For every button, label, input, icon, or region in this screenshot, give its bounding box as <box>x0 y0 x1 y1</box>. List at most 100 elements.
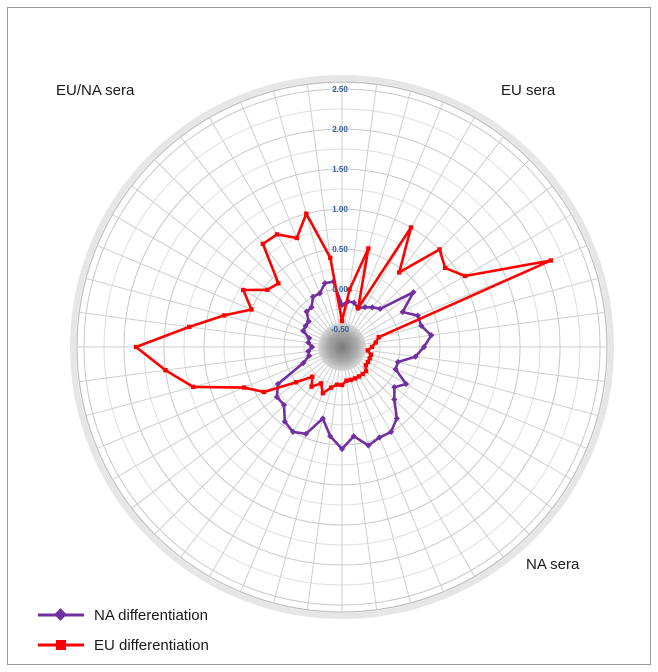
data-point-na <box>365 442 372 449</box>
radar-grid <box>70 75 614 619</box>
radar-center <box>318 323 366 371</box>
data-point-na <box>412 353 419 360</box>
data-point-eu <box>352 376 358 381</box>
data-point-eu <box>163 368 168 373</box>
data-point-na <box>376 434 383 441</box>
legend-swatch-na <box>38 608 84 621</box>
radar-spoke <box>352 360 504 558</box>
radar-spoke <box>85 277 325 343</box>
eu-sera-label: EU sera <box>501 82 556 99</box>
radar-spoke <box>112 214 327 339</box>
data-point-eu <box>376 334 381 340</box>
tick-label: 2.00 <box>332 125 348 134</box>
data-point-eu <box>344 378 349 383</box>
na-sera-label: NA sera <box>526 556 580 573</box>
data-point-na <box>361 304 369 311</box>
data-point-na <box>394 358 402 366</box>
data-point-eu <box>241 287 246 293</box>
data-point-na <box>280 401 288 409</box>
radar-spoke <box>354 159 530 335</box>
data-point-eu <box>221 313 227 318</box>
data-point-eu <box>365 359 371 365</box>
legend-label-eu: EU differentiation <box>94 636 209 654</box>
data-point-eu <box>367 356 372 361</box>
tick-label: -0.50 <box>331 325 350 334</box>
data-point-eu <box>365 348 370 353</box>
data-point-eu <box>328 385 334 390</box>
data-point-eu <box>356 374 362 379</box>
data-point-na <box>369 304 376 311</box>
radar-spoke <box>352 136 504 334</box>
data-point-eu <box>309 384 314 389</box>
data-point-na <box>305 339 312 346</box>
data-point-eu <box>334 382 340 387</box>
radar-spoke <box>359 311 605 346</box>
radar-spoke <box>240 363 336 593</box>
data-point-eu <box>363 363 369 368</box>
tick-label: 0.00 <box>332 285 348 294</box>
eu-na-sera-label: EU/NA sera <box>56 82 135 99</box>
radar-spoke <box>79 348 325 383</box>
data-point-na <box>391 384 398 391</box>
radar-spoke <box>180 136 332 334</box>
radar-spoke <box>180 360 332 558</box>
radar-spoke <box>350 117 475 332</box>
data-point-eu <box>355 305 361 311</box>
data-point-eu <box>304 211 309 216</box>
data-point-na <box>303 308 310 315</box>
data-point-na <box>338 445 346 453</box>
radar-spoke <box>354 359 530 535</box>
data-point-na <box>377 305 384 312</box>
radar-outer-ring <box>70 75 614 619</box>
data-point-eu <box>294 235 300 241</box>
data-point-eu <box>328 255 333 260</box>
radar-spoke <box>348 363 444 593</box>
radar-spoke <box>306 364 341 610</box>
data-point-na <box>273 393 281 401</box>
radar-series <box>133 211 553 453</box>
tick-label: 1.00 <box>332 205 348 214</box>
radar-spoke <box>96 353 326 449</box>
data-point-eu <box>261 389 267 395</box>
data-point-eu <box>442 265 448 271</box>
data-point-eu <box>241 385 247 390</box>
data-point-eu <box>408 225 414 230</box>
data-point-eu <box>462 273 468 279</box>
tick-label: 2.50 <box>332 85 348 94</box>
data-point-eu <box>187 324 192 330</box>
data-point-eu <box>368 352 374 357</box>
radar-spoke <box>96 245 326 341</box>
data-point-na <box>306 335 313 342</box>
data-point-eu <box>133 344 139 350</box>
data-point-na <box>399 308 406 316</box>
data-point-eu <box>339 318 345 324</box>
data-point-eu <box>310 374 315 379</box>
data-point-na <box>300 359 307 367</box>
data-point-eu <box>276 281 281 286</box>
data-point-na <box>305 318 312 325</box>
data-point-na <box>391 396 398 403</box>
radar-spoke <box>343 364 378 610</box>
data-point-na <box>306 352 313 359</box>
data-point-na <box>289 428 297 435</box>
data-point-na <box>420 343 428 351</box>
data-point-eu <box>318 381 324 386</box>
data-point-eu <box>363 368 369 374</box>
data-point-na <box>387 428 395 435</box>
data-point-eu <box>360 371 365 377</box>
data-point-na <box>392 366 399 373</box>
data-point-na <box>308 343 316 351</box>
radar-spoke <box>79 311 325 346</box>
data-point-eu <box>373 340 378 345</box>
radar-spoke <box>85 351 325 417</box>
data-point-eu <box>191 384 196 390</box>
data-point-eu <box>320 390 326 396</box>
radar-spoke <box>357 355 572 480</box>
data-point-na <box>305 348 312 355</box>
radar-spoke <box>348 101 444 331</box>
data-point-na <box>308 304 315 311</box>
data-point-eu <box>437 247 442 252</box>
radar-spoke <box>112 355 327 480</box>
data-point-eu <box>548 258 553 263</box>
data-point-na <box>414 312 421 319</box>
